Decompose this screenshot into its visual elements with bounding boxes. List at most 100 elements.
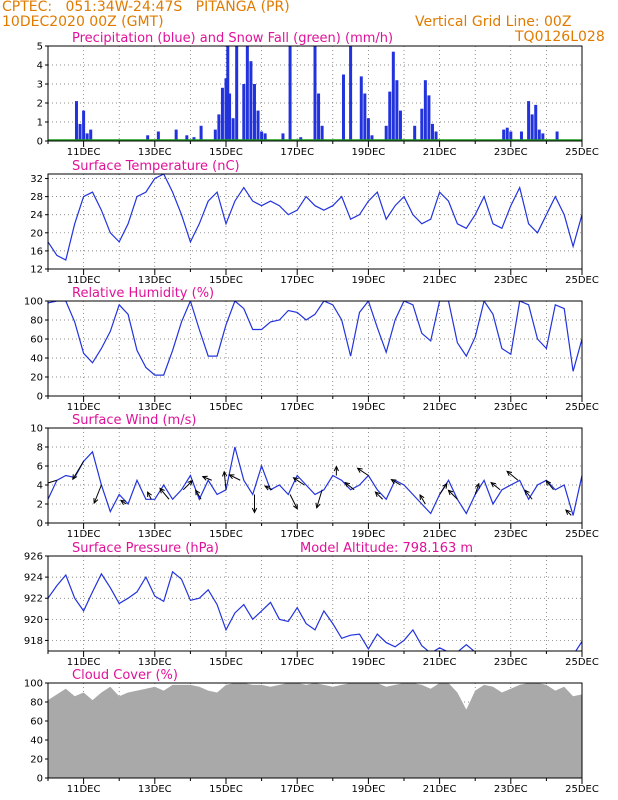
precip-bar [78,123,82,141]
precip-bar [89,129,93,141]
wind-arrow-head [292,477,299,483]
precip-bar [74,101,78,141]
wind-arrow [375,491,383,500]
wind-arrow [48,479,58,484]
y-tick-label: 40 [30,354,43,365]
x-tick-label: 17DEC [280,529,314,540]
precip-bar [341,74,345,141]
panel-title: Surface Wind (m/s) [72,413,196,428]
precip-bar [505,127,509,141]
precip-bar [220,87,224,141]
x-tick-label: 17DEC [280,784,314,795]
x-tick-label: 19DEC [352,657,386,668]
x-tick-label: 15DEC [209,147,243,158]
x-tick-label: 11DEC [67,147,101,158]
precip-bar [226,46,230,141]
x-tick-label: 25DEC [565,657,599,668]
y-tick-label: 922 [24,594,43,605]
precip-bar [395,80,399,141]
wind-arrow-head [447,489,454,496]
precip-bar [256,110,260,141]
panel-1: 12 16 20 24 28 32 11DEC 13DEC 15DEC 17DEC 19DEC 21D… [30,159,599,286]
wind-arrow-head [374,491,381,497]
x-tick-label: 23DEC [494,784,528,795]
plot-area [48,46,582,141]
wind-arrow [195,489,202,500]
plot-area [48,683,582,778]
panel-subtitle: Model Altitude: 798.163 m [300,541,473,556]
y-tick-label: 24 [30,210,43,221]
precip-bar [434,131,438,141]
wind-arrow-head [187,479,194,486]
header-model-code: TQ0126L028 [515,29,605,45]
wind-arrow-head [228,474,235,480]
x-tick-label: 15DEC [209,275,243,286]
panel-0: 0 1 2 3 4 5 11DEC 13DEC 15DEC 17DEC 19DEC 21DEC 23DE… [37,31,599,158]
precip-bar [427,95,431,141]
precip-bar [217,114,221,141]
precip-bar [527,101,531,141]
precip-bar [199,125,203,141]
x-tick-label: 23DEC [494,529,528,540]
wind-arrow [357,467,369,476]
series-line [48,301,582,376]
precip-bar [534,104,538,141]
y-tick-label: 4 [37,481,43,492]
precip-bar [146,135,150,141]
wind-arrow [147,491,152,500]
x-tick-label: 23DEC [494,402,528,413]
precip-bar [420,108,424,141]
panel-frame [47,427,583,524]
panel-title: Cloud Cover (%) [72,668,178,683]
x-tick-label: 11DEC [67,529,101,540]
x-tick-label: 25DEC [565,529,599,540]
series-line [48,174,582,261]
wind-arrow-head [356,467,363,473]
wind-arrow-head [390,478,397,485]
y-tick-label: 5 [37,42,43,53]
x-tick-label: 21DEC [423,275,457,286]
precip-bar [299,137,303,141]
x-tick-label: 17DEC [280,657,314,668]
precip-bar [174,129,178,141]
precip-bar [509,131,513,141]
x-tick-label: 21DEC [423,529,457,540]
y-tick-label: 20 [30,755,43,766]
x-tick-label: 17DEC [280,275,314,286]
x-tick-label: 15DEC [209,784,243,795]
y-tick-label: 60 [30,717,43,728]
wind-arrow-head [545,479,552,486]
y-tick-label: 100 [24,679,43,690]
cloud-area [48,683,582,778]
x-tick-label: 15DEC [209,529,243,540]
wind-arrow [490,482,501,491]
x-tick-label: 11DEC [67,402,101,413]
precip-bar [85,133,89,141]
wind-arrow-head [344,481,351,488]
wind-arrow [264,485,273,491]
y-tick-label: 80 [30,316,43,327]
precip-bar [263,133,267,141]
precip-bar [156,131,160,141]
panel-frame [47,555,583,652]
precip-bar [359,76,363,141]
panel-frame [47,173,583,270]
wind-arrow-head [195,489,201,496]
precip-bar [366,118,370,141]
panel-title: Relative Humidity (%) [72,286,214,301]
plot-area [48,174,582,261]
wind-arrow-head [292,503,298,510]
wind-arrow-head [474,482,480,489]
precip-bar [213,129,217,141]
wind-arrow-head [506,470,513,477]
precip-bar [317,93,321,141]
precip-bar [260,131,264,141]
precip-bar [541,133,545,141]
wind-arrow [524,489,533,500]
wind-arrow-head [251,507,258,514]
wind-arrow-head [93,497,99,505]
x-tick-label: 21DEC [423,147,457,158]
x-tick-label: 25DEC [565,784,599,795]
y-tick-label: 60 [30,335,43,346]
panel-title: Precipitation (blue) and Snow Fall (gree… [72,31,393,46]
